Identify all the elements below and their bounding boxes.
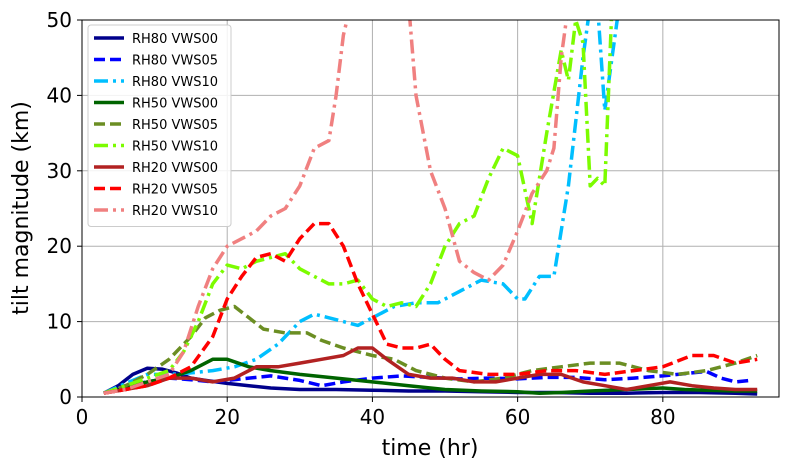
series-line-rh20-vws10 [103,20,569,395]
series-lines [102,20,758,396]
series-line-rh20-vws00 [103,346,758,395]
y-tick-label: 30 [47,159,72,183]
axis-ticks: 0 20 40 60 80 0 10 20 30 40 50 [47,8,676,429]
y-tick-label: 40 [47,83,72,107]
series-line-rh50-vws10 [103,20,614,395]
legend-entry-label: RH80 VWS05 [132,54,218,69]
legend-entry-label: RH20 VWS10 [132,204,218,219]
series-line-rh80-vws00 [102,366,758,396]
x-tick-label: 20 [214,405,239,429]
plot-frame [81,19,780,398]
legend-entry-label: RH50 VWS10 [132,140,218,155]
legend: RH80 VWS00 RH80 VWS05 RH80 VWS10 RH50 VWS00… [87,24,232,227]
legend-entry-label: RH20 VWS00 [132,161,218,176]
legend-box [87,24,232,227]
y-tick-label: 0 [59,385,72,409]
y-axis-label: tilt magnitude (km) [9,101,34,315]
legend-entry-label: RH50 VWS05 [132,118,218,133]
x-tick-label: 40 [360,405,385,429]
series-line-rh50-vws05 [103,304,758,395]
series-line-rh50-vws00 [103,357,758,395]
y-tick-label: 50 [47,8,72,32]
legend-entry-label: RH50 VWS00 [132,97,218,112]
legend-entry-label: RH80 VWS00 [132,32,218,47]
series-line-rh20-vws05 [103,221,758,395]
legend-entry-label: RH20 VWS05 [132,183,218,198]
series-line-rh80-vws10 [103,20,619,395]
legend-entry-label: RH80 VWS10 [132,75,218,90]
x-tick-label: 80 [650,405,675,429]
x-tick-label: 60 [505,405,530,429]
y-tick-label: 10 [47,310,72,334]
y-tick-label: 20 [47,234,72,258]
x-axis-label: time (hr) [382,436,479,461]
x-tick-label: 0 [76,405,89,429]
